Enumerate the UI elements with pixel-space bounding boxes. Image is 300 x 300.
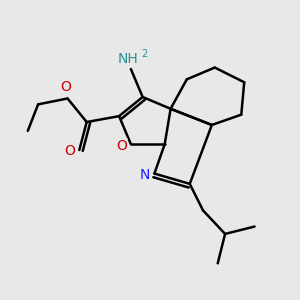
Text: 2: 2 xyxy=(141,49,147,59)
Text: NH: NH xyxy=(118,52,138,66)
Text: N: N xyxy=(140,168,150,182)
Text: O: O xyxy=(116,139,127,153)
Text: O: O xyxy=(64,145,75,158)
Text: O: O xyxy=(61,80,71,94)
